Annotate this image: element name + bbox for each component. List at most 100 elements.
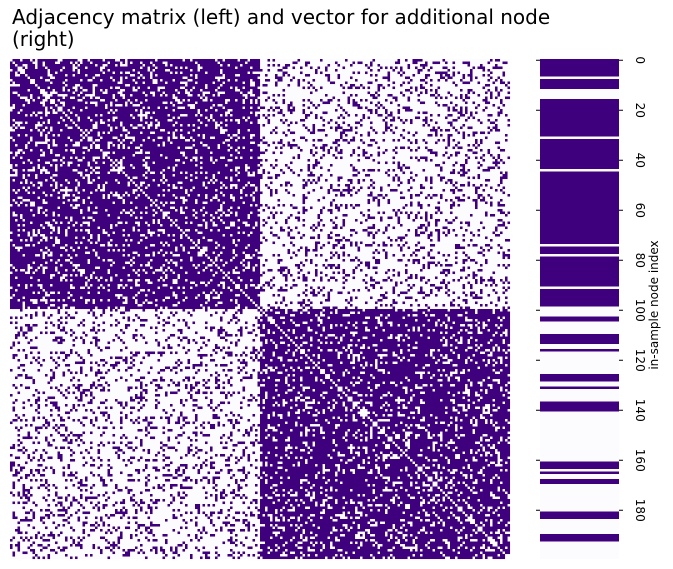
- matrix-cell: [337, 209, 341, 212]
- matrix-cell: [332, 379, 338, 382]
- matrix-cell: [75, 386, 81, 390]
- matrix-cell: [97, 121, 101, 125]
- matrix-cell: [320, 146, 326, 150]
- matrix-cell: [52, 149, 66, 152]
- matrix-cell: [502, 104, 506, 107]
- matrix-cell: [287, 391, 298, 395]
- matrix-cell: [80, 336, 83, 340]
- matrix-cell: [497, 224, 506, 227]
- matrix-cell: [295, 369, 301, 372]
- matrix-cell: [200, 241, 216, 245]
- matrix-cell: [377, 251, 381, 255]
- matrix-cell: [297, 211, 301, 215]
- matrix-cell: [220, 79, 228, 82]
- matrix-cell: [430, 119, 433, 122]
- matrix-cell: [225, 246, 246, 250]
- matrix-cell: [287, 124, 291, 127]
- matrix-cell: [497, 154, 501, 157]
- matrix-cell: [490, 129, 493, 132]
- matrix-cell: [177, 246, 183, 250]
- matrix-cell: [127, 61, 131, 65]
- matrix-cell: [145, 429, 148, 432]
- matrix-cell: [72, 344, 76, 347]
- matrix-cell: [125, 286, 131, 290]
- matrix-cell: [470, 259, 476, 262]
- matrix-cell: [455, 321, 478, 325]
- matrix-cell: [50, 376, 56, 380]
- matrix-cell: [25, 356, 28, 360]
- matrix-cell: [42, 124, 66, 127]
- matrix-cell: [195, 104, 213, 107]
- matrix-cell: [85, 96, 91, 100]
- matrix-cell: [292, 76, 296, 80]
- matrix-cell: [70, 89, 76, 92]
- matrix-cell: [380, 294, 386, 297]
- matrix-cell: [507, 81, 511, 85]
- matrix-cell: [492, 351, 506, 355]
- matrix-cell: [245, 201, 261, 205]
- matrix-cell: [80, 126, 93, 130]
- matrix-cell: [162, 79, 173, 82]
- matrix-cell: [177, 224, 198, 227]
- matrix-cell: [435, 141, 438, 145]
- matrix-cell: [410, 204, 413, 207]
- matrix-cell: [15, 106, 46, 110]
- matrix-cell: [42, 184, 51, 187]
- matrix-cell: [130, 356, 133, 360]
- matrix-cell: [382, 119, 386, 122]
- matrix-cell: [212, 106, 223, 110]
- matrix-cell: [77, 186, 98, 190]
- matrix-cell: [457, 146, 463, 150]
- matrix-cell: [472, 276, 476, 280]
- matrix-cell: [172, 101, 178, 105]
- matrix-cell: [355, 219, 358, 222]
- matrix-cell: [502, 161, 506, 165]
- matrix-cell: [250, 266, 253, 270]
- matrix-cell: [45, 321, 48, 325]
- matrix-cell: [450, 424, 456, 427]
- matrix-cell: [155, 69, 166, 72]
- matrix-cell: [97, 211, 121, 215]
- matrix-cell: [335, 371, 343, 375]
- matrix-cell: [505, 84, 508, 87]
- matrix-cell: [497, 201, 501, 205]
- matrix-cell: [357, 331, 441, 335]
- matrix-cell: [437, 234, 441, 237]
- matrix-cell: [240, 89, 251, 92]
- matrix-cell: [75, 74, 86, 77]
- matrix-cell: [125, 156, 146, 160]
- matrix-cell: [20, 151, 23, 155]
- matrix-cell: [362, 169, 366, 172]
- matrix-cell: [477, 81, 481, 85]
- matrix-cell: [57, 324, 61, 327]
- matrix-cell: [395, 284, 398, 287]
- matrix-cell: [207, 124, 216, 127]
- matrix-cell: [55, 134, 58, 137]
- matrix-cell: [497, 296, 501, 300]
- matrix-cell: [112, 339, 116, 342]
- matrix-cell: [365, 344, 373, 347]
- matrix-cell: [115, 334, 118, 337]
- matrix-cell: [310, 91, 313, 95]
- matrix-cell: [392, 269, 396, 272]
- matrix-cell: [200, 246, 203, 250]
- matrix-cell: [42, 264, 61, 267]
- matrix-cell: [460, 376, 488, 380]
- matrix-cell: [37, 301, 46, 305]
- matrix-cell: [507, 419, 511, 422]
- matrix-cell: [257, 99, 261, 102]
- matrix-cell: [370, 139, 376, 142]
- matrix-cell: [185, 151, 196, 155]
- matrix-cell: [30, 231, 33, 235]
- matrix-cell: [460, 96, 463, 100]
- matrix-cell: [260, 324, 263, 327]
- matrix-cell: [50, 79, 66, 82]
- matrix-cell: [450, 376, 456, 380]
- matrix-cell: [25, 71, 48, 75]
- matrix-cell: [177, 71, 181, 75]
- matrix-cell: [210, 181, 213, 185]
- matrix-cell: [257, 114, 261, 117]
- matrix-cell: [400, 396, 411, 400]
- matrix-cell: [502, 309, 508, 312]
- matrix-cell: [332, 369, 346, 372]
